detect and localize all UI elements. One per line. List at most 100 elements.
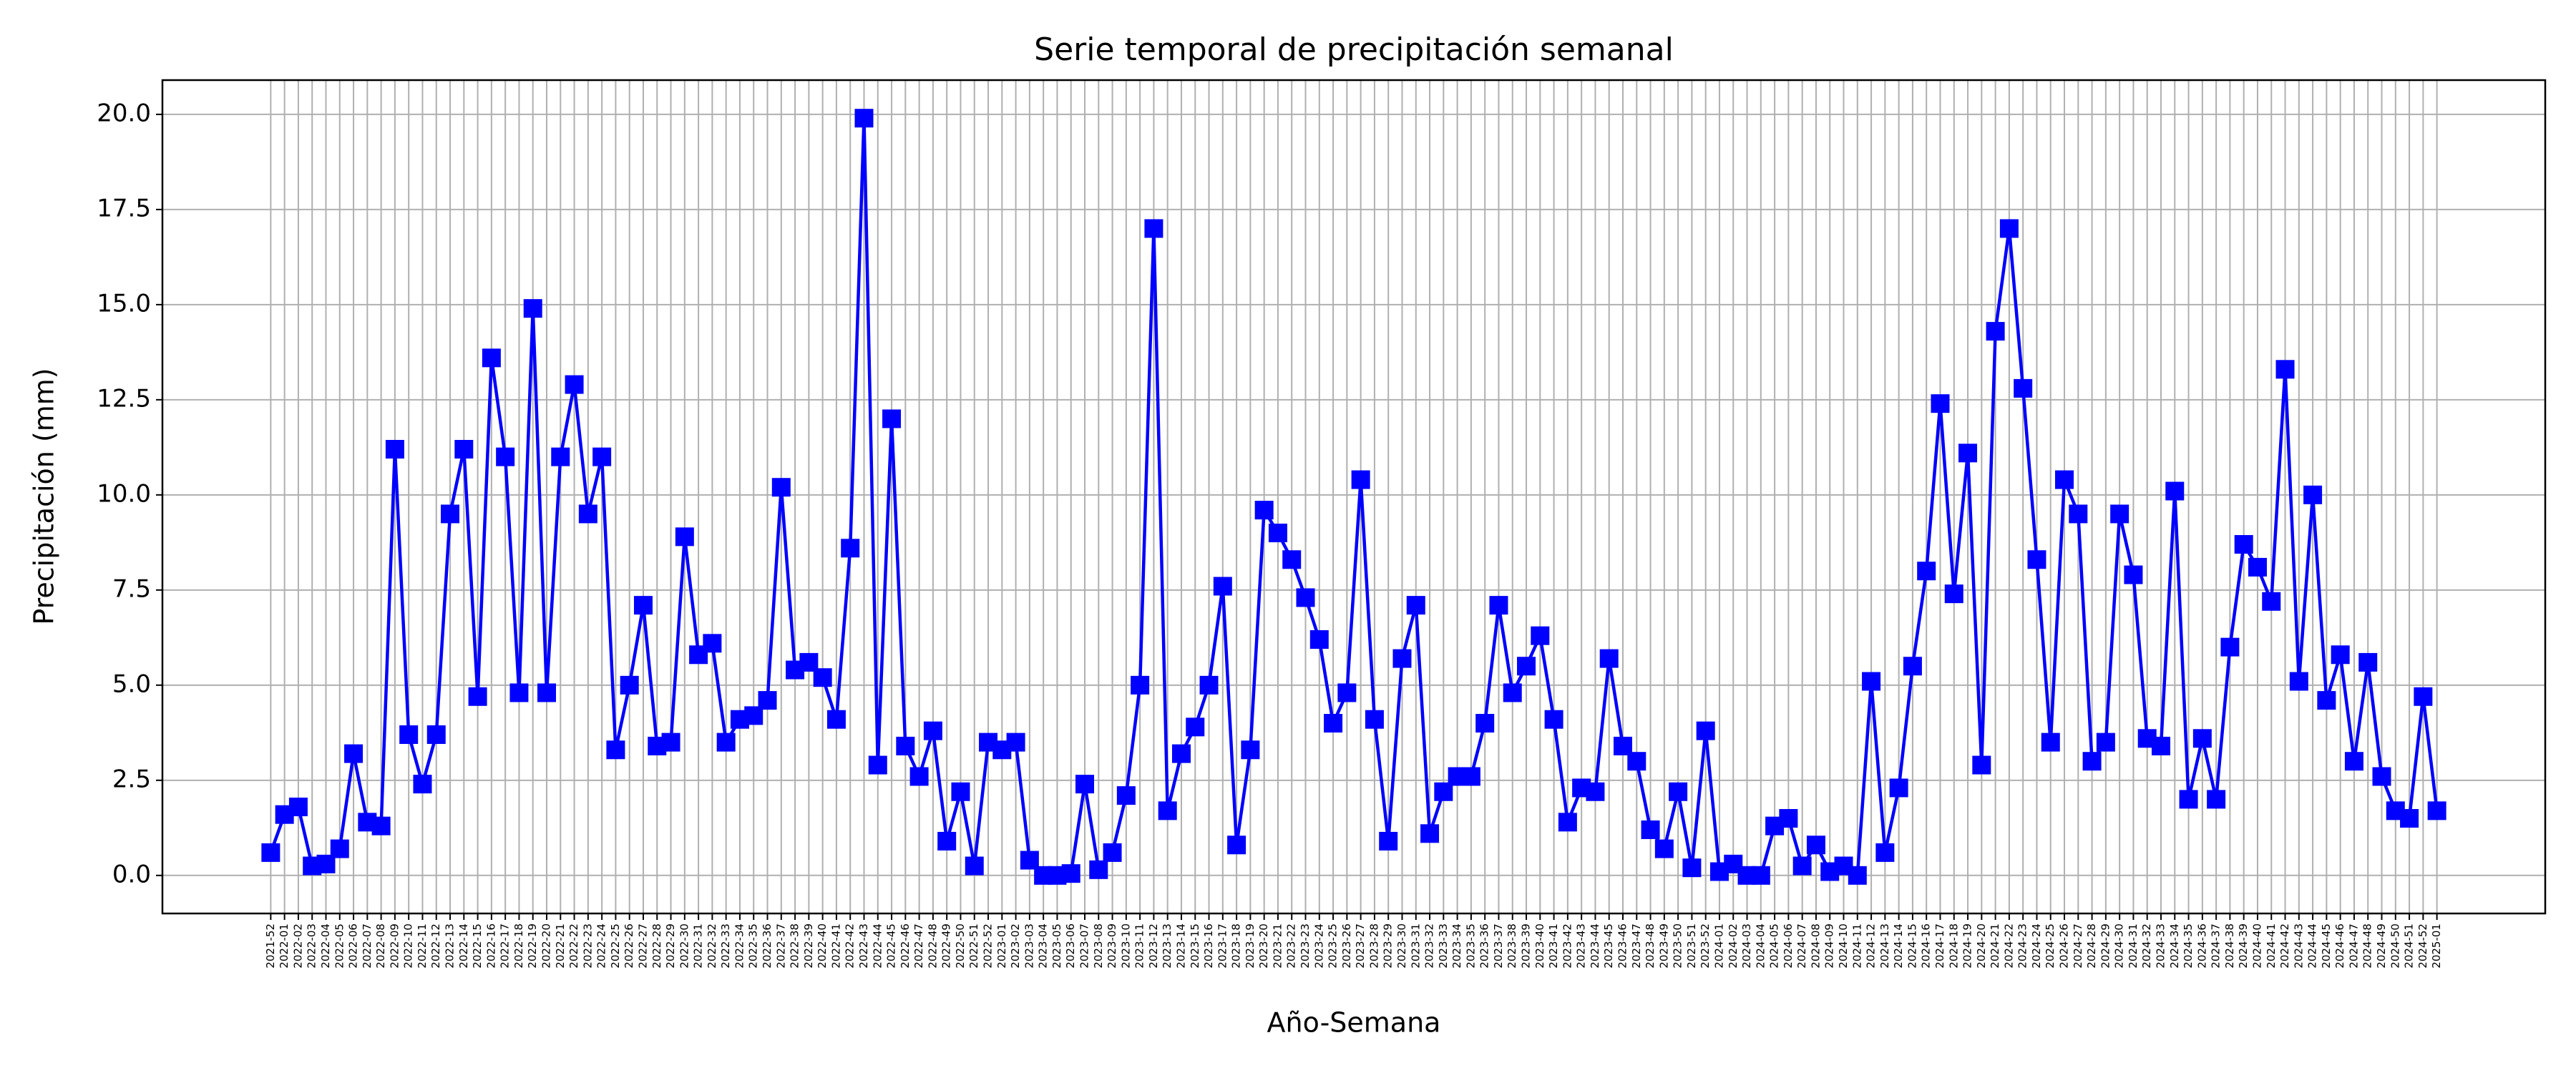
- x-tick-label: 2022-03: [306, 923, 318, 969]
- x-tick-label: 2023-20: [1257, 923, 1270, 969]
- x-tick-label: 2024-21: [1989, 923, 2001, 969]
- data-point: [1751, 866, 1770, 885]
- x-tick-label: 2024-16: [1920, 923, 1933, 969]
- y-tick-label: 5.0: [112, 670, 151, 698]
- x-tick-label: 2023-33: [1437, 923, 1450, 969]
- data-point: [965, 856, 984, 876]
- x-tick-label: 2023-37: [1492, 923, 1505, 969]
- x-tick-label: 2022-12: [429, 923, 442, 969]
- x-tick-label: 2024-34: [2168, 923, 2181, 969]
- data-point: [1144, 219, 1163, 238]
- data-point: [330, 839, 349, 858]
- x-tick-label: 2023-15: [1189, 923, 1201, 969]
- x-tick-label: 2022-38: [789, 923, 801, 969]
- x-tick-label: 2022-45: [885, 923, 898, 969]
- data-point: [841, 539, 860, 558]
- x-tick-label: 2023-45: [1602, 923, 1615, 969]
- data-point: [426, 725, 446, 744]
- data-point: [1669, 782, 1688, 801]
- x-tick-label: 2023-07: [1078, 923, 1091, 969]
- data-point: [468, 687, 487, 706]
- plot: [261, 109, 2446, 885]
- data-point: [2110, 504, 2129, 524]
- data-point: [951, 782, 970, 801]
- data-point: [606, 740, 625, 760]
- data-point: [826, 710, 846, 729]
- x-tick-label: 2022-29: [664, 923, 677, 969]
- data-point: [1875, 843, 1895, 862]
- data-point: [813, 668, 832, 687]
- x-tick-label: 2025-01: [2430, 923, 2443, 969]
- x-tick-label: 2024-49: [2375, 923, 2388, 969]
- x-tick-label: 2023-34: [1450, 923, 1463, 969]
- data-point: [882, 409, 902, 428]
- x-tick-label: 2024-04: [1754, 923, 1767, 969]
- data-point: [1654, 839, 1674, 858]
- data-point: [675, 527, 694, 547]
- chart-title: Serie temporal de precipitación semanal: [1034, 31, 1674, 68]
- x-tick-label: 2024-12: [1865, 923, 1878, 969]
- data-point: [2096, 733, 2115, 752]
- x-tick-label: 2023-49: [1657, 923, 1670, 969]
- data-point: [1999, 219, 2019, 238]
- plot-frame: [161, 79, 2547, 915]
- x-tick-label: 2023-03: [1023, 923, 1035, 969]
- x-tick-label: 2023-40: [1533, 923, 1546, 969]
- data-point: [1641, 820, 1660, 839]
- x-tick-label: 2022-28: [650, 923, 663, 969]
- x-tick-label: 2024-15: [1906, 923, 1918, 969]
- data-point: [1309, 629, 1329, 649]
- x-tick-label: 2024-25: [2044, 923, 2057, 969]
- data-point: [1517, 657, 1536, 676]
- x-tick-label: 2024-07: [1795, 923, 1808, 969]
- data-point: [2303, 485, 2323, 504]
- x-tick-label: 2022-19: [526, 923, 539, 969]
- x-tick-label: 2023-48: [1644, 923, 1657, 969]
- data-point: [1337, 683, 1357, 702]
- data-point: [2220, 637, 2240, 657]
- x-tick-label: 2022-36: [761, 923, 774, 969]
- data-point: [454, 440, 474, 459]
- data-point: [1254, 501, 1274, 520]
- x-tick-label: 2024-37: [2210, 923, 2223, 969]
- x-tick-label: 2024-29: [2099, 923, 2112, 969]
- data-point: [1392, 649, 1412, 668]
- x-tick-label: 2023-43: [1575, 923, 1588, 969]
- x-tick-label: 2024-13: [1878, 923, 1891, 969]
- data-point: [1544, 710, 1563, 729]
- data-point: [1848, 866, 1867, 885]
- x-tick-label: 2022-22: [567, 923, 580, 969]
- x-tick-label: 2022-40: [816, 923, 829, 969]
- x-tick-label: 2022-31: [692, 923, 705, 969]
- x-tick-label: 2023-08: [1092, 923, 1105, 969]
- data-point: [1475, 714, 1495, 733]
- data-point: [1792, 856, 1812, 876]
- x-tick-label: 2022-21: [554, 923, 567, 969]
- data-point: [385, 440, 404, 459]
- data-point: [1268, 524, 1287, 543]
- data-point: [661, 733, 680, 752]
- data-point: [1531, 626, 1550, 645]
- x-tick-label: 2024-52: [2416, 923, 2429, 969]
- x-tick-label: 2023-30: [1395, 923, 1408, 969]
- x-tick-label: 2021-52: [264, 923, 277, 969]
- x-tick-label: 2022-24: [595, 923, 608, 969]
- data-point: [1627, 752, 1646, 771]
- x-tick-label: 2022-04: [319, 923, 332, 969]
- x-tick-label: 2023-36: [1478, 923, 1491, 969]
- data-point: [2400, 809, 2419, 828]
- x-tick-label: 2023-39: [1520, 923, 1533, 969]
- data-point: [1075, 775, 1095, 794]
- x-tick-label: 2023-22: [1285, 923, 1298, 969]
- data-point: [1420, 824, 1440, 843]
- data-point: [288, 798, 308, 817]
- x-tick-label: 2022-41: [829, 923, 842, 969]
- x-tick-label: 2024-47: [2347, 923, 2360, 969]
- data-point: [2262, 592, 2281, 611]
- data-point: [2317, 691, 2336, 710]
- x-tick-label: 2024-22: [2002, 923, 2015, 969]
- data-point: [1282, 550, 1302, 569]
- x-tick-label: 2023-18: [1230, 923, 1243, 969]
- data-point: [1116, 786, 1136, 805]
